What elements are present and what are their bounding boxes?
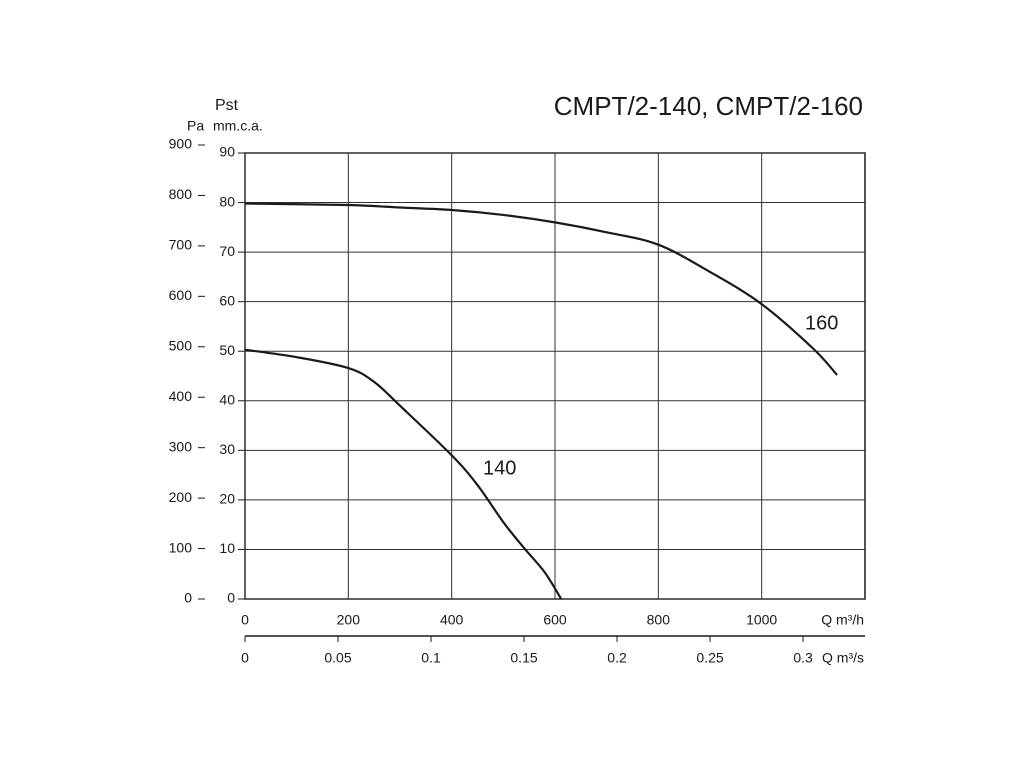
y2-tick-label: 600 — [169, 287, 193, 303]
y-tick-label: 70 — [219, 243, 235, 259]
x2-tick-label: 0.2 — [607, 650, 627, 666]
y-tick-label: 30 — [219, 441, 235, 457]
y2-tick-label: 0 — [184, 590, 192, 606]
y2-tick-label: 200 — [169, 489, 193, 505]
x2-tick-label: 0.1 — [421, 650, 441, 666]
x-tick-label: 600 — [543, 612, 567, 628]
x-tick-label: 1000 — [746, 612, 777, 628]
y-axis-label: Pst — [215, 97, 239, 114]
y-tick-label: 90 — [219, 144, 235, 160]
curve-label: 160 — [805, 312, 838, 334]
y-tick-label: 50 — [219, 342, 235, 358]
curve — [244, 202, 838, 376]
chart-title: CMPT/2-140, CMPT/2-160 — [554, 91, 863, 121]
y-unit-label: mm.c.a. — [213, 118, 263, 134]
x-axis-label: Q m³/h — [821, 612, 864, 628]
y-tick-label: 0 — [227, 590, 235, 606]
x-tick-label: 400 — [440, 612, 464, 628]
curve-label: 140 — [483, 458, 516, 480]
y2-tick-label: 900 — [169, 136, 193, 152]
y-tick-label: 80 — [219, 193, 235, 209]
curve — [244, 348, 563, 600]
y2-tick-label: 800 — [169, 186, 193, 202]
y2-tick-label: 700 — [169, 237, 193, 253]
y2-tick-label: 400 — [169, 388, 193, 404]
y-tick-label: 10 — [219, 540, 235, 556]
x2-tick-label: 0.05 — [324, 650, 351, 666]
y-tick-label: 20 — [219, 491, 235, 507]
y2-tick-label: 300 — [169, 438, 193, 454]
x-tick-label: 0 — [241, 612, 249, 628]
x2-tick-label: 0.3 — [793, 650, 813, 666]
x-tick-label: 800 — [647, 612, 671, 628]
y2-tick-label: 500 — [169, 337, 193, 353]
y2-unit-label: Pa — [187, 118, 204, 134]
y2-tick-label: 100 — [169, 539, 193, 555]
y-tick-label: 40 — [219, 391, 235, 407]
y-tick-label: 60 — [219, 292, 235, 308]
x2-axis-label: Q m³/s — [822, 650, 864, 666]
x2-tick-label: 0.25 — [696, 650, 723, 666]
x2-tick-label: 0.15 — [510, 650, 537, 666]
x-tick-label: 200 — [337, 612, 361, 628]
x2-tick-label: 0 — [241, 650, 249, 666]
